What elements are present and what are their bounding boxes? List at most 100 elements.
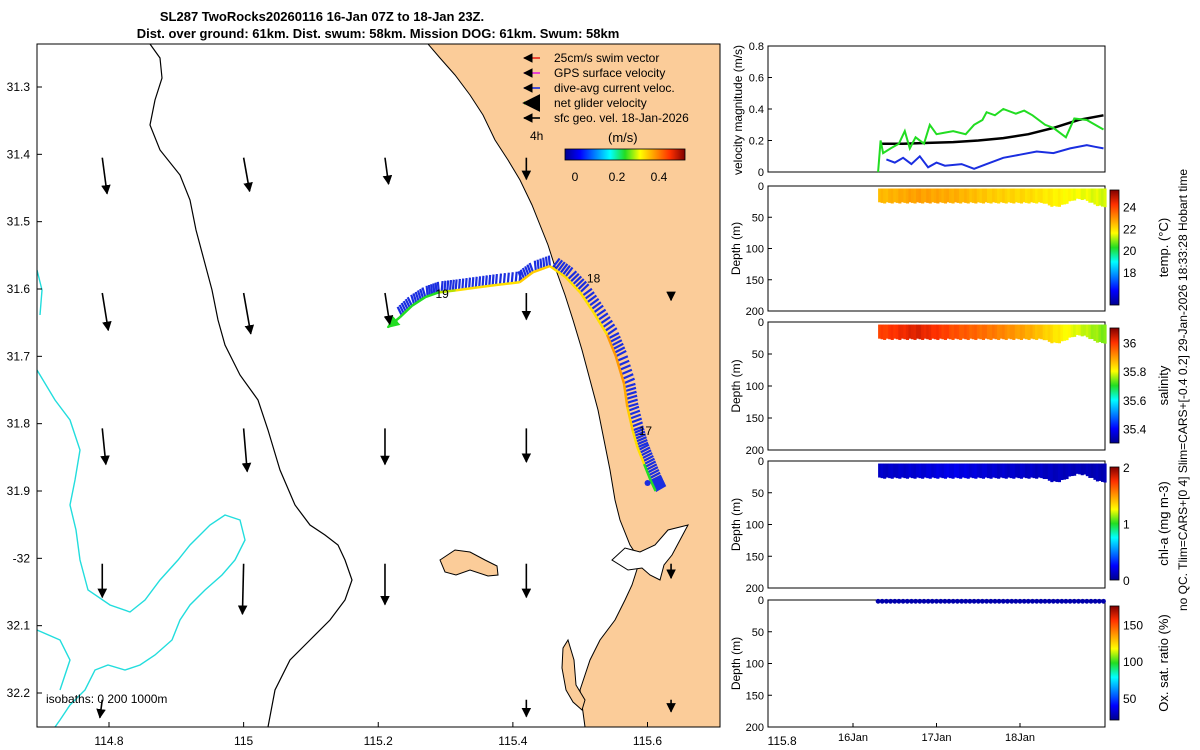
depth-colorbar-tick-label: 35.6 [1123,394,1147,408]
profile-cell [997,324,1001,340]
dive-avg-current-vector [440,281,444,293]
track-segment [398,304,413,319]
dive-avg-current-vector [626,402,639,408]
depth-colorbar-tick-label: 36 [1123,336,1137,350]
track-segment [614,355,626,384]
profile-cell [994,324,998,340]
profile-cell [1103,463,1107,483]
profile-cell [1012,324,1016,340]
legend-label: sfc geo. vel. 18-Jan-2026 [554,111,689,125]
profile-cell [981,188,985,204]
profile-cell [893,463,897,478]
time-x-tick-label: 17Jan [922,732,952,744]
dive-avg-current-vector [569,273,580,283]
oxygen-sample [1021,598,1027,604]
dive-avg-current-vector [646,466,659,474]
depth-panel-frame [767,460,1106,589]
legend-label: 25cm/s swim vector [554,51,659,65]
profile-cell [908,463,912,478]
profile-cell [1065,188,1069,204]
map-x-tick-label: 115 [234,734,253,748]
dive-avg-current-vector [626,398,638,404]
map-y-tick-label: 32.1 [7,619,31,633]
depth-colorbar-tick-label: 24 [1123,200,1137,214]
profile-cell [928,188,932,204]
profile-cell [994,188,998,203]
dive-avg-current-vector [436,281,440,293]
dive-avg-current-vector [514,271,518,283]
profile-cell [1007,463,1011,478]
profile-cell [949,324,953,340]
track-segment [579,291,595,314]
dive-avg-current-vector [574,278,585,288]
dive-avg-current-vector [576,280,587,291]
oxygen-sample [959,598,964,604]
oxygen-sample [913,598,918,604]
profile-cell [923,324,927,339]
depth-y-tick-label: 50 [752,212,764,224]
depth-y-tick-label: 150 [746,275,764,287]
profile-cell [918,324,922,340]
profile-cell [883,188,887,204]
current-arrow [242,157,253,193]
day-label: 18 [587,271,601,285]
profile-cell [997,463,1001,479]
dive-avg-current-vector [506,272,510,284]
profile-cell [1083,463,1087,475]
profile-cell [1055,324,1059,344]
velocity-y-tick-label: 0.8 [749,41,764,53]
profile-cell [1098,324,1102,343]
profile-cell [888,324,892,340]
track-segment [626,406,634,431]
profile-cell [883,463,887,479]
profile-cell [1065,324,1069,341]
speed-colorbar-tick-label: 0 [572,170,579,184]
oxygen-sample [938,598,944,604]
depth-y-tick-label: 200 [746,306,764,318]
dive-avg-current-vector [400,302,407,313]
profile-cell [938,324,942,339]
dive-avg-current-vector [567,270,578,281]
oxygen-sample [988,598,994,604]
profile-cell [1002,324,1006,340]
profile-cell [1101,324,1105,344]
profile-cell [926,463,930,479]
profile-cell [1035,188,1039,204]
dive-avg-current-vector [416,290,422,301]
profile-cell [969,188,973,203]
dive-avg-current-vector [412,293,418,304]
profile-cell [1047,463,1051,481]
profile-cell [885,324,889,339]
map-y-tick-label: 31.6 [7,282,31,296]
oxygen-sample [1042,598,1048,604]
dive-avg-current-vector [636,438,648,446]
dive-avg-current-vector [639,446,651,454]
dive-avg-current-vector [443,280,447,292]
profile-cell [1101,188,1105,207]
oxygen-sample [929,598,935,604]
profile-cell [893,188,897,203]
map-x-tick-label: 115.2 [364,734,393,748]
dive-avg-current-vector [622,373,634,380]
profile-cell [1017,463,1021,479]
dive-avg-current-vector [599,316,611,325]
current-arrow [241,428,252,473]
dive-avg-current-vector [604,323,616,332]
title-line-1: SL287 TwoRocks20260116 16-Jan 07Z to 18-… [160,9,484,24]
profile-cell [1030,463,1034,478]
oxygen-sample [992,598,998,604]
profile-cell [966,188,970,204]
oxygen-sample [950,598,956,604]
profile-cell [1007,188,1011,203]
profile-cell [946,463,950,478]
profile-cell [1078,188,1082,200]
time-series-panels: 0 0.2 0.4 0.6 0.8 velocity magnitude (m/s) 0 50… [729,41,1171,744]
dive-avg-current-vector [652,479,664,487]
track-segment [495,281,520,287]
dive-avg-current-vector [648,468,660,477]
track-segment [438,289,456,294]
profile-cell [913,463,917,479]
oxygen-sample [1076,598,1081,604]
profile-cell [918,463,922,479]
